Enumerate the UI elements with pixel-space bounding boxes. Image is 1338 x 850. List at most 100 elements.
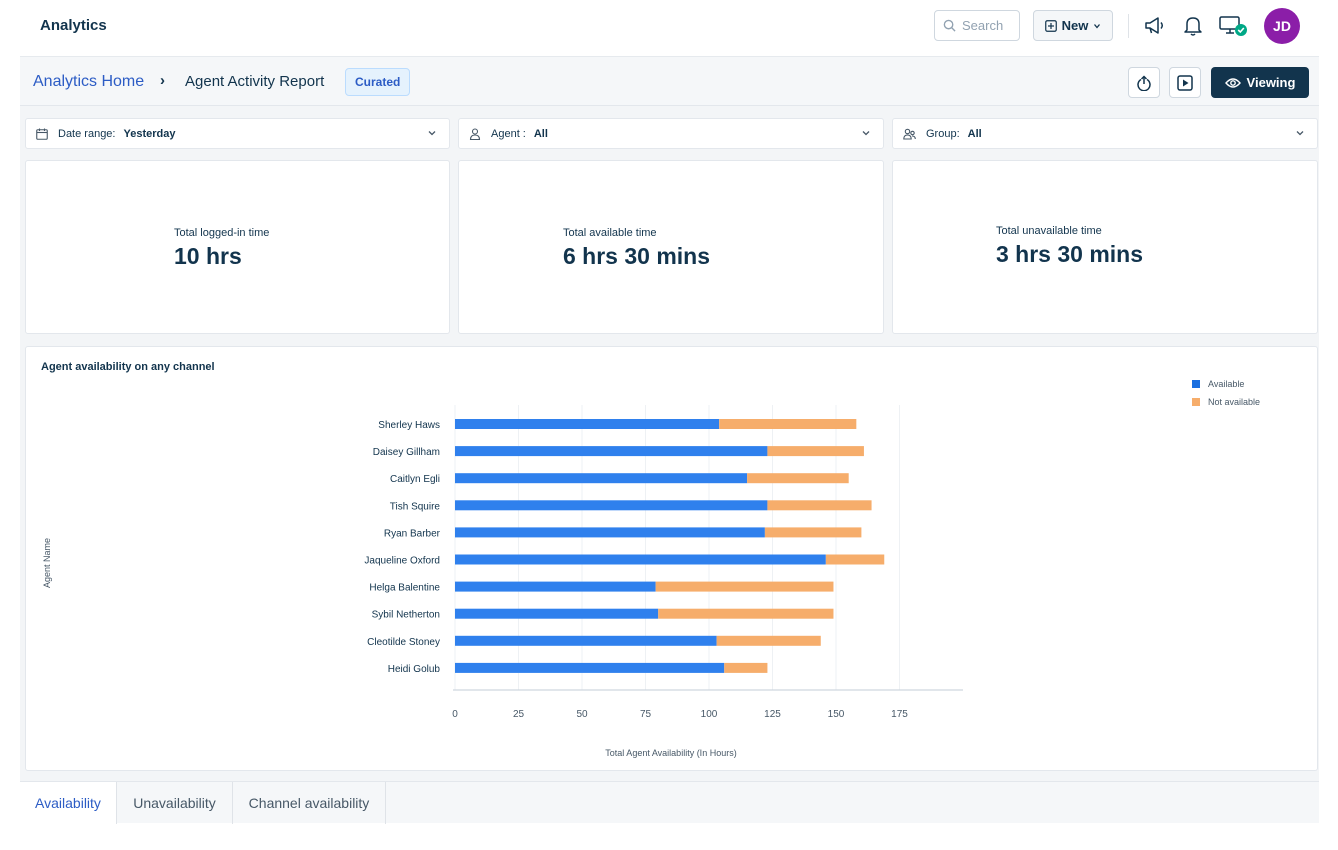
report-tabs: Availability Unavailability Channel avai… xyxy=(20,781,1319,824)
report-header: Analytics Home › Agent Activity Report C… xyxy=(20,57,1319,106)
legend-label: Not available xyxy=(1208,397,1261,407)
bar-not-available xyxy=(655,581,834,592)
bar-available xyxy=(455,527,765,538)
x-tick-label: 50 xyxy=(576,709,588,720)
bar-available xyxy=(455,662,725,673)
y-tick-label: Sybil Netherton xyxy=(372,610,440,621)
y-tick-label: Tish Squire xyxy=(390,501,441,512)
bar-not-available xyxy=(764,527,862,538)
new-button[interactable]: New xyxy=(1033,10,1113,41)
tab-unavailability[interactable]: Unavailability xyxy=(117,782,233,824)
kpi-card-unavailable: Total unavailable time 3 hrs 30 mins xyxy=(892,160,1318,334)
x-tick-label: 150 xyxy=(828,709,845,720)
filter-value: All xyxy=(533,127,548,140)
report-content: Analytics Home › Agent Activity Report C… xyxy=(20,56,1319,781)
export-button[interactable] xyxy=(1128,67,1160,98)
search-input[interactable]: Search xyxy=(934,10,1020,41)
group-filter[interactable]: Group: All xyxy=(892,118,1318,149)
bar-not-available xyxy=(719,419,857,429)
chart-card: Agent availability on any channel Availa… xyxy=(25,346,1318,771)
new-button-label: New xyxy=(1061,18,1089,33)
bar-available xyxy=(455,500,768,511)
bar-available xyxy=(455,635,717,646)
agent-status-icon[interactable] xyxy=(1218,14,1248,38)
bar-available xyxy=(455,419,720,429)
legend-swatch xyxy=(1192,380,1200,388)
megaphone-icon[interactable] xyxy=(1143,14,1167,38)
search-icon xyxy=(943,19,956,32)
date-range-filter[interactable]: Date range: Yesterday xyxy=(25,118,450,149)
x-axis-title: Total Agent Availability (In Hours) xyxy=(605,748,736,758)
x-tick-label: 125 xyxy=(764,709,781,720)
user-icon xyxy=(469,127,481,140)
legend-swatch xyxy=(1192,398,1200,406)
chart-legend: Available Not available xyxy=(1192,375,1260,411)
curated-badge: Curated xyxy=(345,68,411,96)
kpi-card-available: Total available time 6 hrs 30 mins xyxy=(458,160,884,334)
filter-value: Yesterday xyxy=(123,127,176,140)
viewing-label: Viewing xyxy=(1246,75,1296,90)
chevron-down-icon xyxy=(861,128,871,141)
bar-available xyxy=(455,446,768,457)
filter-label: Group: xyxy=(926,127,960,140)
x-tick-label: 75 xyxy=(640,709,652,720)
filter-value: All xyxy=(967,127,982,140)
kpi-label: Total unavailable time xyxy=(996,225,1102,237)
bell-icon[interactable] xyxy=(1181,14,1205,38)
kpi-value: 3 hrs 30 mins xyxy=(996,241,1144,267)
bar-available xyxy=(455,473,748,484)
y-tick-label: Cleotilde Stoney xyxy=(367,637,440,648)
filter-label: Agent : xyxy=(491,127,526,140)
breadcrumb-home-link[interactable]: Analytics Home xyxy=(33,73,145,90)
play-icon xyxy=(1177,74,1193,91)
y-tick-label: Daisey Gillham xyxy=(373,447,440,458)
bar-not-available xyxy=(767,446,864,457)
bar-available xyxy=(455,608,659,619)
agent-filter[interactable]: Agent : All xyxy=(458,118,884,149)
bar-not-available xyxy=(747,473,849,484)
top-bar: Analytics Search New JD xyxy=(0,0,1338,56)
y-tick-label: Heidi Golub xyxy=(388,664,441,675)
kpi-label: Total logged-in time xyxy=(174,227,270,239)
tab-channel-availability[interactable]: Channel availability xyxy=(233,782,386,824)
y-tick-label: Jaqueline Oxford xyxy=(364,556,440,567)
plus-box-icon xyxy=(1044,19,1057,32)
avatar[interactable]: JD xyxy=(1264,8,1300,44)
x-tick-label: 175 xyxy=(891,709,908,720)
eye-icon xyxy=(1224,77,1241,88)
export-icon xyxy=(1137,74,1151,91)
y-tick-label: Sherley Haws xyxy=(378,420,440,431)
tab-availability[interactable]: Availability xyxy=(20,782,117,824)
viewing-button[interactable]: Viewing xyxy=(1211,67,1309,98)
y-tick-label: Caitlyn Egli xyxy=(390,474,440,485)
chevron-down-icon xyxy=(1295,128,1305,141)
present-button[interactable] xyxy=(1169,67,1201,98)
y-tick-label: Helga Balentine xyxy=(369,583,440,594)
legend-label: Available xyxy=(1208,379,1245,389)
kpi-value: 6 hrs 30 mins xyxy=(563,243,711,269)
x-tick-label: 25 xyxy=(513,709,525,720)
kpi-card-logged-in: Total logged-in time 10 hrs xyxy=(25,160,450,334)
chart-title: Agent availability on any channel xyxy=(41,361,215,373)
bar-not-available xyxy=(825,554,885,565)
x-tick-label: 100 xyxy=(701,709,718,720)
search-placeholder: Search xyxy=(962,18,1004,33)
toolbar-divider xyxy=(1128,14,1129,38)
app-title: Analytics xyxy=(40,17,107,34)
kpi-value: 10 hrs xyxy=(174,243,242,269)
chevron-down-icon xyxy=(1094,23,1101,29)
bar-not-available xyxy=(724,662,768,673)
legend-item-available[interactable]: Available xyxy=(1192,375,1260,393)
bar-not-available xyxy=(767,500,872,511)
bar-not-available xyxy=(716,635,821,646)
x-tick-label: 0 xyxy=(452,709,458,720)
calendar-icon xyxy=(36,128,48,140)
y-axis-title: Agent Name xyxy=(42,538,52,588)
chevron-down-icon xyxy=(427,128,437,141)
kpi-label: Total available time xyxy=(563,227,657,239)
y-tick-label: Ryan Barber xyxy=(384,528,441,539)
page-title: Agent Activity Report xyxy=(185,73,325,90)
legend-item-not-available[interactable]: Not available xyxy=(1192,393,1260,411)
group-icon xyxy=(903,128,916,140)
